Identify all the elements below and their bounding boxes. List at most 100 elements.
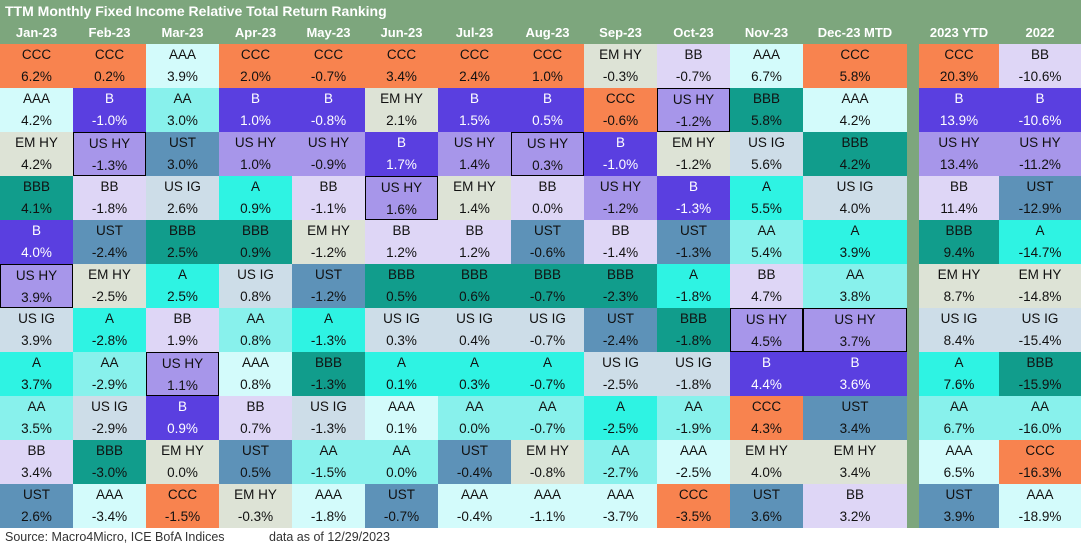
rank-cell: US HY 1.4% [438,132,511,176]
return-value-label: 2.6% [21,509,52,524]
asset-class-label: AA [27,399,46,414]
asset-class-label: B [250,91,260,106]
return-value-label: 4.0% [751,465,782,480]
return-value-label: -1.4% [602,245,639,260]
rank-cell: A 5.5% [730,176,803,220]
asset-class-label: CCC [94,47,125,62]
asset-class-label: CCC [1025,443,1055,458]
return-value-label: -0.7% [529,377,566,392]
return-value-label: -1.3% [675,245,712,260]
return-value-label: -14.7% [1018,245,1062,260]
return-value-label: -0.8% [310,113,347,128]
return-value-label: 0.8% [240,377,271,392]
return-value-label: 8.4% [943,333,975,348]
rank-cell: B 4.4% [730,352,803,396]
return-value-label: 3.9% [167,69,198,84]
rank-cell: EM HY -2.5% [73,264,146,308]
rank-cell: US IG -2.9% [73,396,146,440]
asset-class-label: BB [465,223,484,238]
return-value-label: 4.4% [751,377,782,392]
rank-cell: US IG 3.9% [0,308,73,352]
asset-class-label: AAA [95,487,123,502]
rank-cell: BBB 4.1% [0,176,73,220]
return-value-label: 3.7% [21,377,52,392]
rank-cell: BBB -1.3% [292,352,365,396]
asset-class-label: B [542,91,552,106]
rank-cell: US HY 1.1% [146,352,219,396]
return-value-label: 1.7% [386,157,417,172]
return-value-label: -16.3% [1018,465,1062,480]
return-value-label: 3.7% [839,334,871,349]
asset-class-label: BB [684,47,703,62]
asset-class-label: US IG [18,311,55,326]
return-value-label: -1.5% [310,465,347,480]
return-value-label: 3.9% [21,333,52,348]
asset-class-label: EM HY [833,443,877,458]
asset-class-label: BBB [168,223,196,238]
asset-class-label: B [850,355,860,370]
asset-class-label: AA [538,399,557,414]
asset-class-label: EM HY [526,443,569,458]
rank-cell: US HY -1.2% [657,88,730,132]
return-value-label: -1.2% [675,114,712,129]
asset-class-label: AAA [1026,487,1054,502]
return-value-label: 3.9% [839,245,871,260]
rank-cell: BB -10.6% [999,44,1081,88]
asset-class-label: EM HY [380,91,423,106]
asset-class-label: A [396,355,406,370]
return-value-label: 11.4% [940,201,978,216]
return-value-label: 0.9% [240,201,271,216]
column-header: Apr-23 [234,25,277,40]
asset-class-label: EM HY [307,223,350,238]
rank-cell: A 2.5% [146,264,219,308]
asset-class-label: US HY [234,135,277,150]
return-value-label: -2.5% [602,421,639,436]
rank-cell: BB 3.2% [803,484,907,528]
rank-cell: UST -2.4% [73,220,146,264]
asset-class-label: US IG [675,355,712,370]
asset-class-label: AAA [841,91,869,106]
asset-class-label: A [323,311,333,326]
rank-cell: BB -1.1% [292,176,365,220]
return-value-label: -2.7% [602,465,639,480]
asset-class-label: EM HY [234,487,277,502]
asset-class-label: BB [1030,47,1049,62]
rank-cell: AA -1.9% [657,396,730,440]
return-value-label: 5.5% [751,201,782,216]
rank-cell: AA 5.4% [730,220,803,264]
rank-cell: US IG -2.5% [584,352,657,396]
rank-cell: AA -1.5% [292,440,365,484]
rank-cell: BBB 0.9% [219,220,292,264]
asset-class-label: CCC [459,47,490,62]
asset-class-label: EM HY [1018,267,1062,282]
rank-cell: EM HY -14.8% [999,264,1081,308]
return-value-label: 1.1% [167,378,198,393]
return-value-label: -1.2% [310,289,347,304]
asset-class-label: A [250,179,260,194]
rank-cell: AAA 3.9% [146,44,219,88]
asset-class-label: US HY [88,136,131,151]
return-value-label: 4.2% [839,157,871,172]
return-value-label: 0.8% [240,289,271,304]
return-value-label: 4.0% [839,201,871,216]
asset-class-label: CCC [21,47,52,62]
asset-class-label: US IG [91,399,128,414]
asset-class-label: BB [27,443,46,458]
return-value-label: -0.7% [383,509,420,524]
asset-class-label: AA [611,443,630,458]
return-value-label: 0.5% [532,113,563,128]
return-value-label: -10.6% [1018,69,1062,84]
column-header-row: Jan-23 Feb-23 Mar-23 Apr-23 May-23 Jun-23 Jul-… [0,22,1081,44]
asset-class-label: B [104,91,114,106]
rank-cell: UST 3.4% [803,396,907,440]
asset-class-label: A [954,355,964,370]
return-value-label: -1.8% [675,377,712,392]
asset-class-label: AA [173,91,192,106]
rank-cell: AA -2.9% [73,352,146,396]
asset-class-label: UST [388,487,415,502]
return-value-label: -1.3% [310,421,347,436]
asset-class-label: US IG [940,311,978,326]
return-value-label: 5.6% [751,157,782,172]
rank-cell: EM HY -1.2% [657,132,730,176]
rank-cell: B -1.0% [584,132,657,176]
